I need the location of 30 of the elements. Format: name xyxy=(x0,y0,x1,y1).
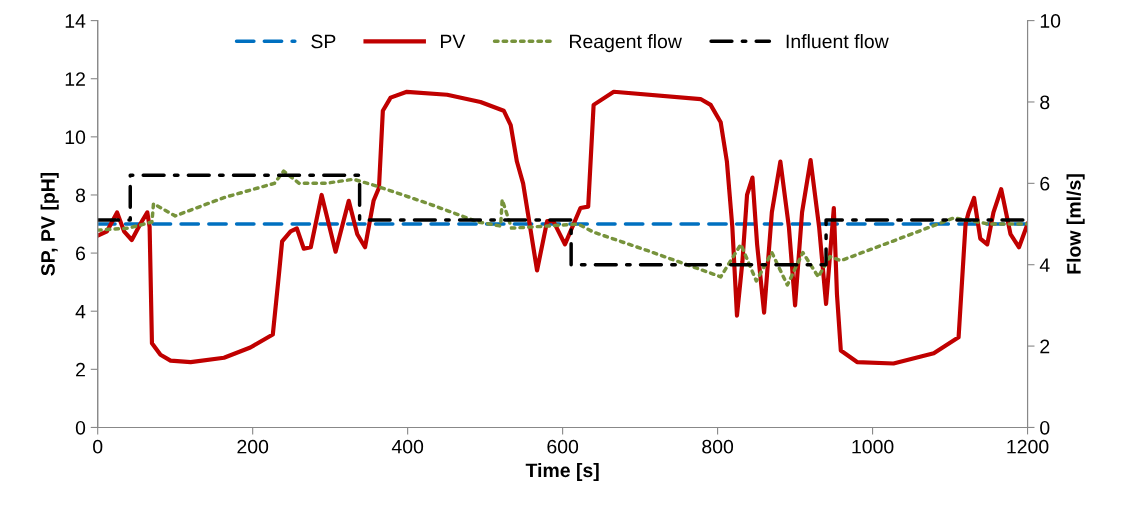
y-tick-label: 10 xyxy=(65,130,86,145)
y2-tick-label: 6 xyxy=(1040,176,1050,191)
x-tick-label: 200 xyxy=(237,439,269,454)
y-tick-label: 14 xyxy=(65,14,86,28)
x-tick-label: 600 xyxy=(547,439,579,454)
y2-tick-label: 4 xyxy=(1039,258,1050,272)
y-axis-title: SP, PV [pH] xyxy=(40,172,59,276)
y2-axis-title: Flow [ml/s] xyxy=(1066,174,1085,274)
line-series xyxy=(97,169,1028,287)
y2-tick-label: 10 xyxy=(1040,14,1061,28)
legend-label: Influent flow xyxy=(786,34,889,49)
x-tick-label: 1000 xyxy=(852,439,894,454)
legend-label: PV xyxy=(441,34,466,49)
x-tick-label: 400 xyxy=(391,439,424,454)
x-tick-label: 1200 xyxy=(1007,439,1049,454)
y-tick-label: 2 xyxy=(76,362,85,377)
legend-label: Reagent flow xyxy=(570,34,682,53)
y-tick-label: 0 xyxy=(75,420,86,435)
y2-tick-label: 2 xyxy=(1040,339,1050,354)
y2-tick-label: 0 xyxy=(1040,420,1050,435)
y2-tick-label: 8 xyxy=(1040,95,1050,110)
y-tick-label: 8 xyxy=(75,188,86,203)
x-tick-label: 0 xyxy=(93,439,103,454)
x-axis-title: Time [s] xyxy=(525,462,599,482)
line-series xyxy=(97,89,1028,366)
y-tick-label: 4 xyxy=(75,304,86,319)
y-tick-label: 6 xyxy=(76,246,86,261)
legend-label: SP xyxy=(311,34,336,49)
x-tick-label: 800 xyxy=(702,439,734,454)
y-tick-label: 12 xyxy=(65,72,85,86)
